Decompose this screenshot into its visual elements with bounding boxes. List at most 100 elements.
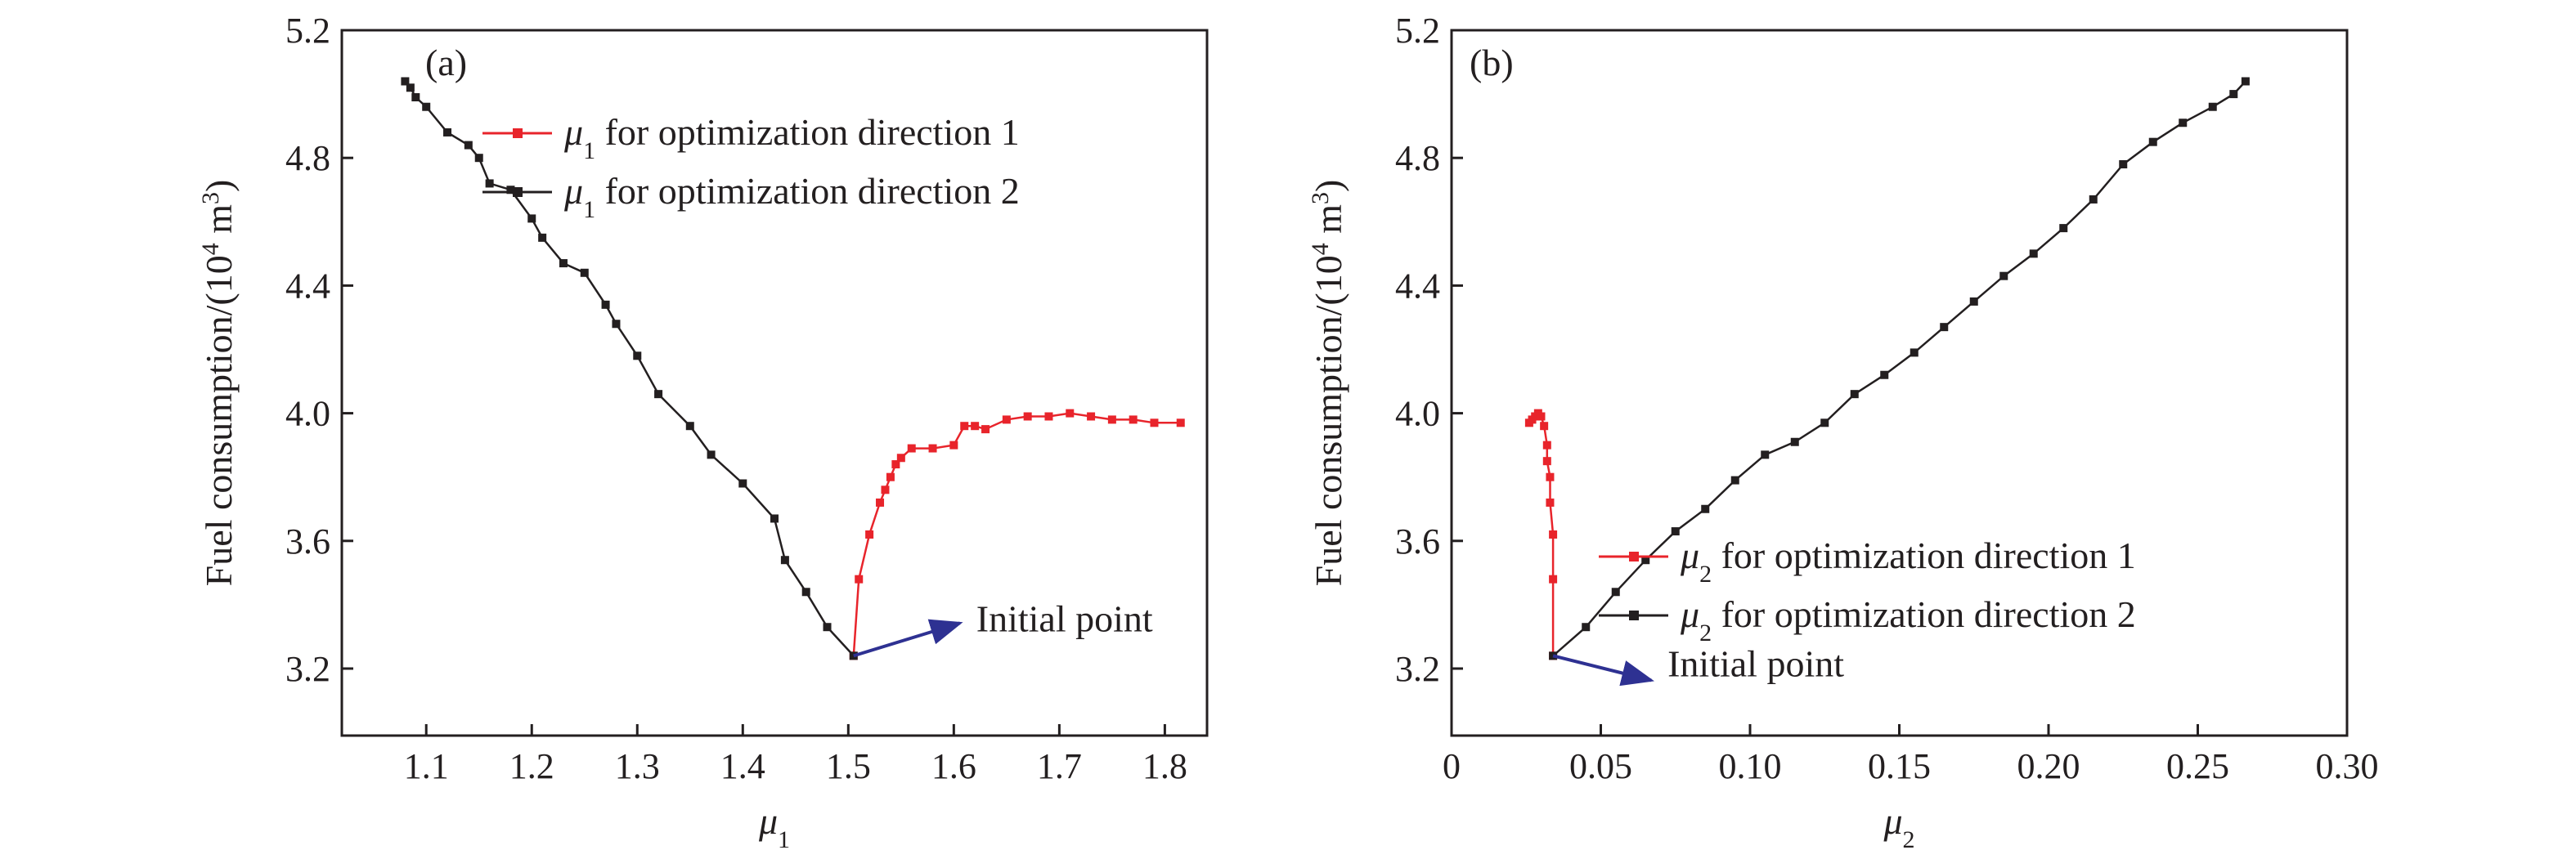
- legend-label-1: μ2 for optimization direction 1: [1680, 535, 2136, 588]
- data-point-series-2: [422, 102, 431, 111]
- data-point-series-1: [1107, 415, 1116, 424]
- data-point-series-2: [1850, 390, 1859, 399]
- data-point-series-2: [707, 450, 716, 459]
- y-tick-label: 3.6: [1395, 521, 1440, 561]
- panel-label-a: (a): [425, 42, 467, 83]
- x-tick-label: 1.5: [826, 746, 871, 786]
- y-tick-label: 4.4: [1395, 266, 1440, 306]
- annotation-label: Initial point: [1667, 642, 1844, 684]
- data-point-series-2: [559, 259, 568, 268]
- legend-b: μ2 for optimization direction 1μ2 for op…: [1599, 535, 2136, 646]
- data-point-series-2: [1701, 504, 1710, 513]
- data-point-series-2: [823, 623, 832, 632]
- plot-area-a: [340, 29, 1209, 737]
- data-point-series-1: [949, 441, 958, 450]
- data-point-series-2: [1880, 370, 1889, 379]
- data-point-series-2: [654, 390, 663, 399]
- y-tick-label: 4.4: [285, 266, 330, 306]
- data-point-series-2: [1820, 418, 1829, 427]
- data-point-series-2: [1611, 588, 1620, 597]
- initial-point-annotation-b: Initial point: [1552, 642, 1844, 687]
- data-point-series-2: [443, 128, 452, 136]
- data-point-series-2: [406, 83, 415, 92]
- data-point-series-1: [907, 444, 916, 453]
- y-tick-label: 4.8: [1395, 138, 1440, 178]
- data-point-series-1: [1066, 409, 1075, 418]
- data-point-series-2: [2029, 249, 2038, 258]
- data-point-series-2: [1999, 271, 2008, 280]
- data-point-series-1: [1546, 498, 1555, 507]
- data-point-series-2: [485, 179, 494, 188]
- y-tick-label: 4.0: [285, 394, 330, 434]
- data-point-series-2: [580, 268, 589, 277]
- y-axis-title-a: Fuel consumption/(104 m3): [197, 180, 240, 587]
- data-point-series-2: [411, 93, 420, 102]
- data-point-series-1: [865, 530, 874, 539]
- x-tick-label: 0.10: [1719, 746, 1782, 786]
- data-point-series-2: [2208, 102, 2217, 111]
- data-point-series-2: [1790, 437, 1799, 446]
- data-point-series-1: [1540, 422, 1549, 431]
- annotation-arrow: [853, 619, 963, 658]
- data-point-series-1: [1542, 457, 1551, 466]
- x-tick-label: 0: [1443, 746, 1461, 786]
- series-group-b: [1524, 77, 2250, 660]
- annotation-label: Initial point: [976, 597, 1153, 639]
- data-point-series-2: [685, 422, 694, 431]
- y-tick-label: 4.8: [285, 138, 330, 178]
- data-point-series-2: [538, 233, 547, 242]
- data-point-series-2: [612, 320, 621, 329]
- data-point-series-2: [770, 514, 779, 523]
- data-point-series-1: [896, 454, 905, 463]
- data-point-series-2: [633, 351, 642, 360]
- legend-label-1: μ1 for optimization direction 1: [563, 111, 1020, 164]
- data-point-series-2: [738, 479, 747, 488]
- data-point-series-1: [928, 444, 937, 453]
- x-axis-title-a: μ1: [758, 800, 790, 853]
- y-tick-label: 3.6: [285, 521, 330, 561]
- data-point-series-1: [1129, 415, 1138, 424]
- data-point-series-1: [1524, 418, 1533, 427]
- data-point-series-2: [1940, 323, 1949, 332]
- data-point-series-2: [1969, 297, 1978, 306]
- data-point-series-2: [1671, 527, 1680, 536]
- legend-marker-1: [1629, 552, 1639, 561]
- y-tick-label: 4.0: [1395, 394, 1440, 434]
- y-axis-title-b: Fuel consumption/(104 m3): [1307, 180, 1350, 587]
- data-point-series-1: [1546, 472, 1555, 481]
- data-point-series-2: [2179, 119, 2188, 128]
- chart-panel-b: 0 0.05 0.10 0.15 0.20 0.25 0.30 3.2 3.6 4.0 4.4 4.8…: [1307, 11, 2379, 853]
- data-point-series-2: [1910, 348, 1919, 357]
- data-point-series-1: [1044, 412, 1053, 421]
- data-point-series-2: [2059, 224, 2068, 233]
- data-point-series-2: [601, 300, 610, 309]
- data-point-series-1: [1023, 412, 1032, 421]
- y-tick-label: 5.2: [1395, 11, 1440, 51]
- legend-marker-1: [513, 128, 523, 138]
- initial-point-annotation-a: Initial point: [853, 597, 1153, 658]
- data-point-series-1: [886, 472, 895, 481]
- x-tick-label: 1.3: [615, 746, 660, 786]
- data-point-series-1: [1549, 530, 1558, 539]
- y-tick-label: 5.2: [285, 11, 330, 51]
- data-point-series-1: [891, 460, 900, 469]
- data-point-series-2: [2148, 137, 2157, 146]
- data-point-series-2: [1582, 623, 1591, 632]
- data-point-series-1: [1002, 415, 1011, 424]
- axis-ticks-b: 0 0.05 0.10 0.15 0.20 0.25 0.30 3.2 3.6 4.0 4.4 4.8…: [1395, 11, 2379, 786]
- legend-marker-2: [1629, 611, 1639, 620]
- data-point-series-1: [1087, 412, 1096, 421]
- legend-marker-2: [513, 187, 523, 197]
- data-point-series-1: [876, 498, 885, 507]
- data-point-series-2: [2089, 195, 2098, 204]
- annotation-arrow: [1552, 654, 1654, 687]
- legend-a: μ1 for optimization direction 1 μ1 for op…: [482, 111, 1020, 223]
- data-point-series-1: [960, 422, 969, 431]
- series-group-a: [401, 77, 1185, 660]
- data-point-series-1: [855, 575, 864, 584]
- x-tick-label: 0.20: [2017, 746, 2080, 786]
- panel-label-b: (b): [1470, 42, 1514, 83]
- data-point-series-2: [780, 556, 789, 565]
- x-tick-label: 1.4: [720, 746, 765, 786]
